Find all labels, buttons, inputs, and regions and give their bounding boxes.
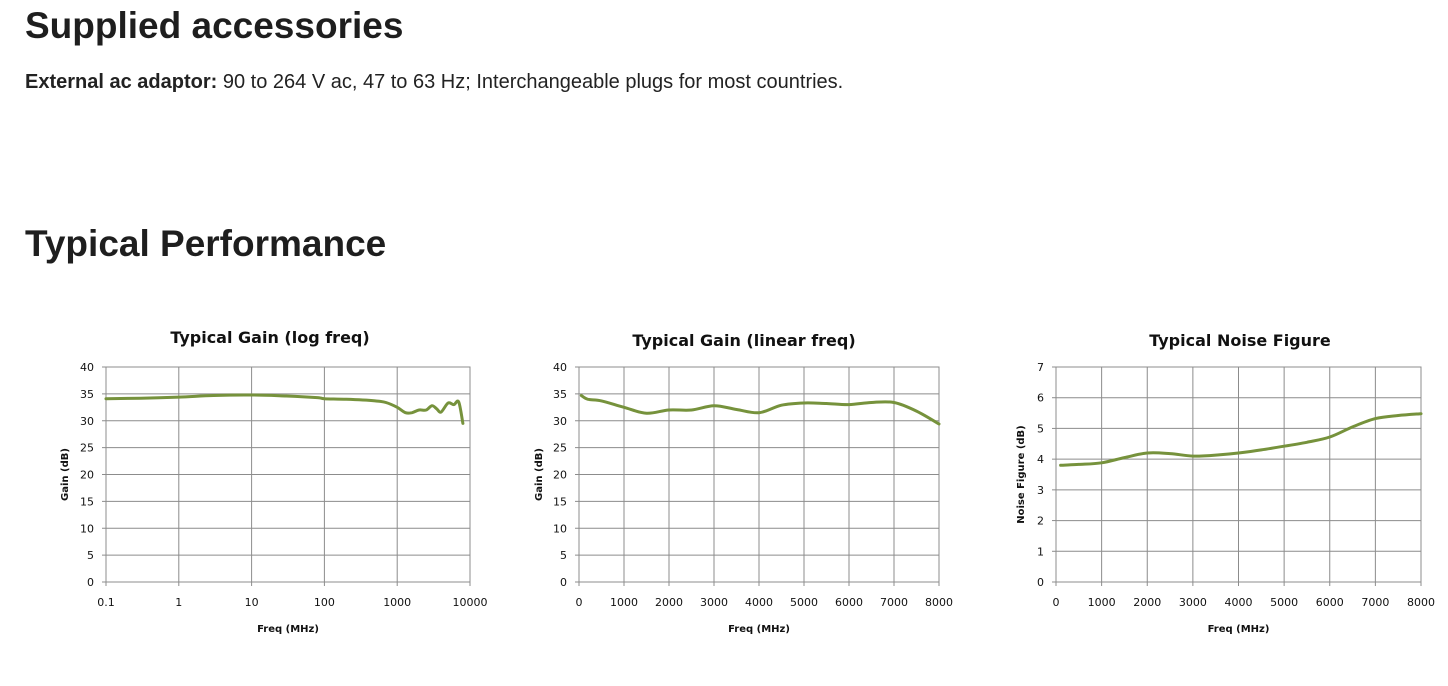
adaptor-spec: External ac adaptor: 90 to 264 V ac, 47 …: [25, 71, 843, 94]
plot-area-border: [105, 366, 471, 583]
x-tick-label: 1000: [383, 596, 411, 609]
x-axis-label: Freq (MHz): [257, 624, 319, 635]
x-tick-label: 1: [175, 596, 182, 609]
series-line: [104, 393, 465, 425]
x-tick-label: 10: [245, 596, 259, 609]
section-title-performance: Typical Performance: [25, 223, 387, 264]
x-tick-label: 10000: [453, 596, 488, 609]
x-tick-label: 100: [314, 596, 335, 609]
y-tick-label: 10: [80, 522, 94, 535]
y-axis-label: Gain (dB): [60, 448, 71, 501]
adaptor-text: 90 to 264 V ac, 47 to 63 Hz; Interchange…: [217, 71, 844, 93]
y-tick-label: 20: [80, 469, 94, 482]
y-tick-label: 30: [80, 415, 94, 428]
adaptor-label: External ac adaptor:: [25, 71, 218, 93]
y-tick-label: 15: [80, 495, 94, 508]
y-tick-label: 0: [87, 576, 94, 589]
y-tick-label: 5: [87, 549, 94, 562]
y-tick-label: 35: [80, 388, 94, 401]
section-title-accessories: Supplied accessories: [25, 5, 404, 46]
chart-title: Typical Gain (log freq): [170, 328, 369, 347]
x-tick-label: 0.1: [97, 596, 115, 609]
y-tick-label: 40: [80, 361, 94, 374]
y-tick-label: 25: [80, 442, 94, 455]
